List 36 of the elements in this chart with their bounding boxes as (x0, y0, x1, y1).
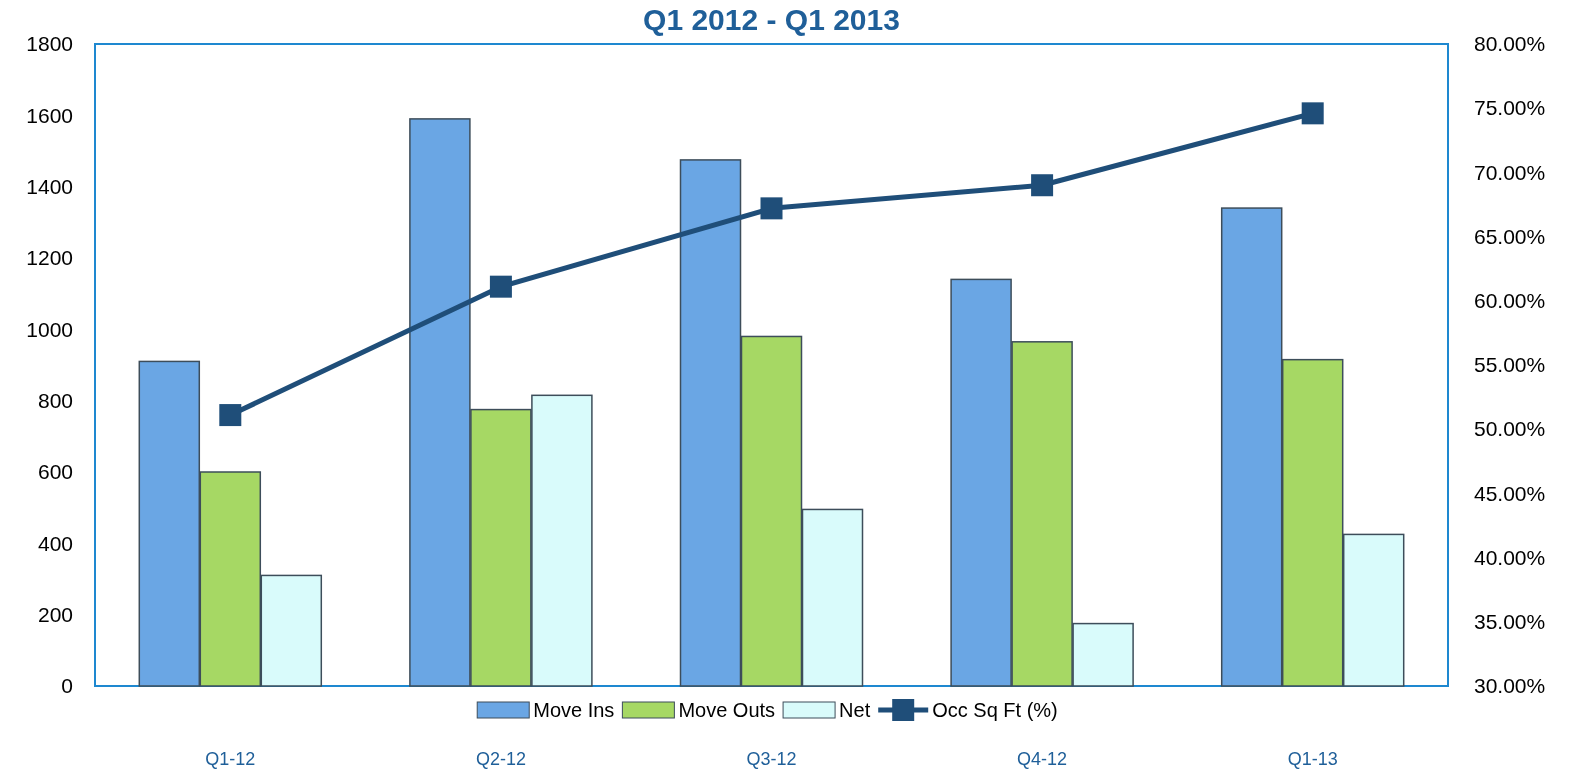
y-tick-label: 0 (61, 674, 73, 698)
point (1301, 102, 1324, 125)
y2-tick-label: 55.00% (1474, 353, 1546, 377)
y-tick-label: 400 (37, 531, 73, 555)
y2-tick-label: 50.00% (1474, 417, 1546, 441)
y2-tick-label: 80.00% (1474, 32, 1546, 56)
y2-tick-label: 70.00% (1474, 160, 1546, 184)
x-tick-label: Q3-12 (746, 748, 797, 769)
point (219, 404, 242, 427)
y-tick-label: 1400 (26, 174, 73, 198)
x-tick-label: Q2-12 (475, 748, 526, 769)
x-tick-label: Q1-13 (1287, 748, 1338, 769)
x-tick-label: Q4-12 (1017, 748, 1068, 769)
y-tick-label: 1200 (26, 246, 73, 270)
point (760, 197, 783, 220)
point (1031, 174, 1054, 197)
y2-tick-label: 65.00% (1474, 224, 1546, 248)
legend-label: Net (839, 699, 871, 721)
legend-label: Occ Sq Ft (%) (932, 699, 1058, 721)
point (489, 275, 512, 298)
y-tick-label: 600 (37, 460, 73, 484)
y-tick-label: 1600 (26, 103, 73, 127)
chart-title: Q1 2012 - Q1 2013 (643, 3, 900, 36)
y2-tick-label: 30.00% (1474, 674, 1546, 698)
y2-tick-label: 35.00% (1474, 610, 1546, 634)
legend-label: Move Outs (678, 699, 776, 721)
y2-tick-label: 45.00% (1474, 481, 1546, 505)
legend-label: Move Ins (533, 699, 615, 721)
y2-tick-label: 60.00% (1474, 289, 1546, 313)
y-tick-label: 200 (37, 602, 73, 626)
y-tick-label: 1000 (26, 317, 73, 341)
y-tick-label: 1800 (26, 32, 73, 56)
x-tick-label: Q1-12 (205, 748, 256, 769)
y-tick-label: 800 (37, 388, 73, 412)
y2-tick-label: 40.00% (1474, 545, 1546, 569)
y2-tick-label: 75.00% (1474, 96, 1546, 120)
